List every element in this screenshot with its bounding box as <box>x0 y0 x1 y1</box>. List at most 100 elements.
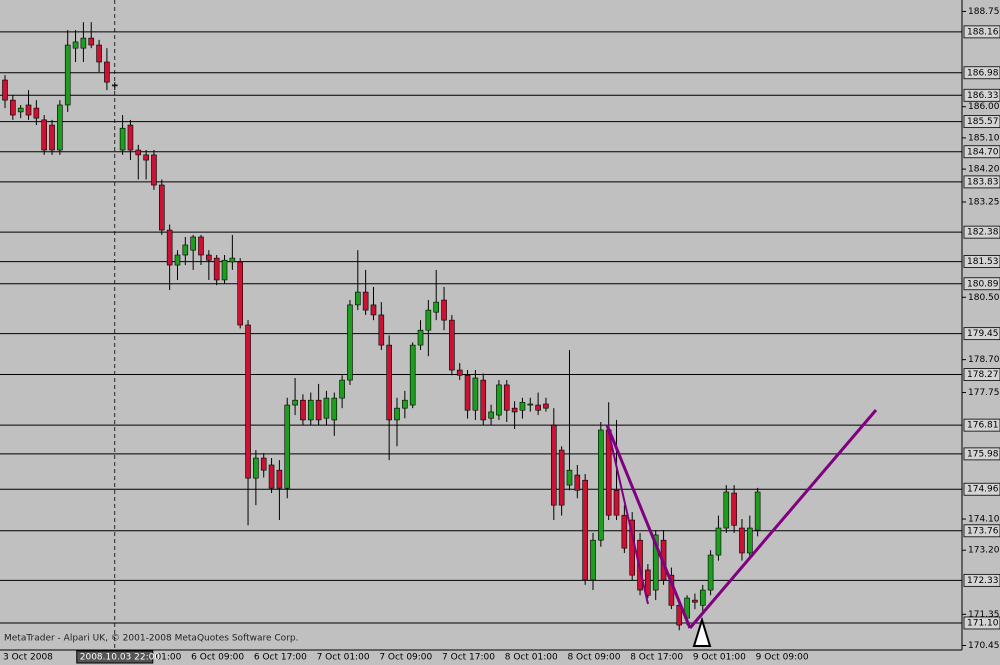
x-tick-label: 3 Oct 2008 <box>3 653 53 663</box>
candle-body <box>598 429 604 541</box>
candle-body <box>621 514 628 549</box>
candle-body <box>57 104 63 151</box>
x-tick-label: 8 Oct 09:00 <box>567 653 620 663</box>
candle-body <box>746 527 753 554</box>
level-label-box <box>963 616 1000 630</box>
candle-body <box>331 397 338 421</box>
y-tick-label: 170.45 <box>968 641 1000 651</box>
x-tick-label: 6 Oct 09:00 <box>191 653 244 663</box>
x-tick-label: 7 Oct 01:00 <box>317 653 370 663</box>
candle-body <box>276 469 283 489</box>
x-tick-label: 7 Oct 17:00 <box>442 653 495 663</box>
candle-body <box>472 377 479 411</box>
candle-body <box>480 379 487 421</box>
level-label: 181.53 <box>967 257 999 267</box>
cursor-label: 2008.10.03 22:00 <box>80 653 161 663</box>
cursor-label-box <box>76 650 154 664</box>
level-label: 184.70 <box>967 147 999 157</box>
level-label: 180.89 <box>967 279 999 289</box>
level-label: 186.98 <box>967 68 999 78</box>
candle-body <box>613 489 620 516</box>
candle-body <box>127 124 134 151</box>
candle-body <box>198 236 204 256</box>
level-label: 186.33 <box>967 91 999 101</box>
candle-body <box>323 397 330 419</box>
candle-body <box>433 301 440 313</box>
level-label-box <box>963 88 1000 102</box>
candle-body <box>566 469 573 486</box>
candle-body <box>699 589 706 606</box>
watermark: MetaTrader - Alpari UK, © 2001-2008 Meta… <box>4 634 298 644</box>
candle-body <box>17 107 24 113</box>
candle-body <box>41 119 48 151</box>
trend-line <box>606 424 649 605</box>
candle-body <box>519 401 526 411</box>
level-label: 171.10 <box>967 618 999 628</box>
candle-body <box>253 457 259 479</box>
level-label-box <box>963 115 1000 129</box>
candle-body <box>590 539 596 581</box>
candle-body <box>182 244 189 256</box>
candle-body <box>652 534 659 591</box>
candle-body <box>488 411 494 419</box>
candle-body <box>409 344 416 406</box>
y-tick-label: 183.25 <box>968 197 1000 207</box>
level-label: 174.96 <box>967 485 999 495</box>
level-lines <box>0 31 962 624</box>
x-tick-label: 9 Oct 09:00 <box>756 653 809 663</box>
candle-body <box>284 404 291 489</box>
level-label-box <box>963 524 1000 538</box>
candle-body <box>307 399 314 421</box>
candle-body <box>72 41 79 49</box>
candle-body <box>543 403 549 409</box>
candle-body <box>574 474 581 491</box>
candle-body <box>229 257 236 263</box>
candle-body <box>417 329 424 346</box>
candle-body <box>347 304 353 381</box>
y-tick-label: 177.75 <box>968 388 1000 398</box>
y-tick-label: 173.20 <box>968 546 1000 556</box>
candle-body <box>315 399 322 421</box>
candle-body <box>174 254 181 266</box>
candle-body <box>104 61 110 83</box>
x-tick-label: 8 Oct 01:00 <box>505 653 558 663</box>
level-label: 188.16 <box>967 27 999 37</box>
y-tick-label: 180.50 <box>968 293 1000 303</box>
level-label-box <box>963 225 1000 239</box>
y-tick-label: 184.20 <box>968 165 1000 175</box>
x-tick-label: 9 Oct 01:00 <box>693 653 746 663</box>
candle-body <box>425 309 432 331</box>
candle-body <box>260 457 267 471</box>
candle-body <box>707 554 714 591</box>
level-label-box <box>963 447 1000 461</box>
candle-body <box>159 184 165 231</box>
trend-line <box>605 424 692 629</box>
level-label-box <box>963 368 1000 381</box>
candle-body <box>2 79 8 101</box>
level-label-box <box>963 327 1000 341</box>
candle-body <box>503 384 510 411</box>
candle-body <box>206 254 212 261</box>
candle-body <box>402 399 408 409</box>
candle-body <box>378 314 385 346</box>
level-label-box <box>963 145 1000 159</box>
candle-body <box>715 527 722 556</box>
candle-body <box>723 491 730 529</box>
candle-body <box>96 44 102 63</box>
y-tick-label: 185.10 <box>968 133 1000 143</box>
candle-body <box>731 492 737 526</box>
y-tick-label: 186.00 <box>968 102 1000 112</box>
y-tick-label: 174.10 <box>968 515 1000 525</box>
level-label-box <box>963 66 1000 80</box>
candle-body <box>300 399 306 421</box>
candle-body <box>386 344 392 421</box>
candle-body <box>739 527 745 554</box>
candle-body <box>10 99 16 116</box>
y-tick-label: 178.70 <box>968 355 1000 365</box>
level-label: 178.27 <box>967 370 999 380</box>
x-tick-label: 7 Oct 09:00 <box>379 653 432 663</box>
candle-body <box>582 479 588 581</box>
candle-body <box>339 379 345 399</box>
